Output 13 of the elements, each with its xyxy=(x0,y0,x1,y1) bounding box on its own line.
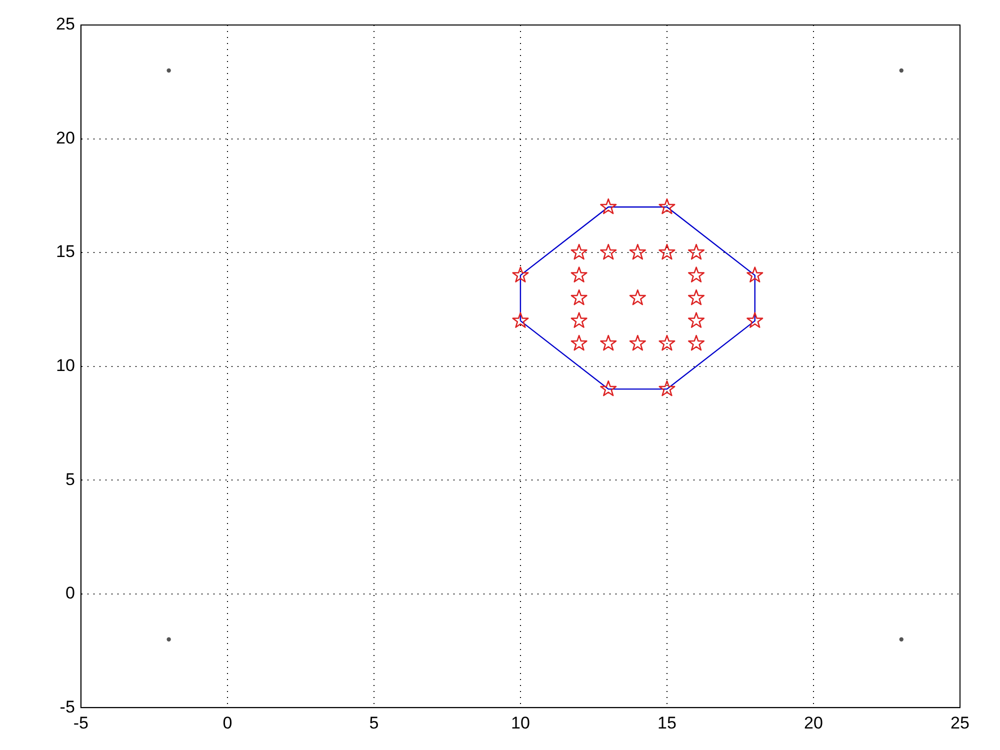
x-tick-label: 5 xyxy=(369,713,379,732)
y-tick-label: 25 xyxy=(56,14,75,34)
x-tick-label: 0 xyxy=(222,713,232,732)
x-tick-label: 20 xyxy=(804,713,823,732)
y-tick-label: 10 xyxy=(56,356,75,375)
y-tick-label: 0 xyxy=(65,584,75,603)
x-tick-label: 25 xyxy=(950,713,970,732)
x-tick-label: 10 xyxy=(510,713,530,732)
x-tick-label: 15 xyxy=(658,713,676,732)
y-tick-label: 20 xyxy=(56,128,75,148)
y-tick-label: 5 xyxy=(65,470,75,489)
y-tick-label: 15 xyxy=(56,242,75,262)
y-tick-label: -5 xyxy=(60,697,75,716)
